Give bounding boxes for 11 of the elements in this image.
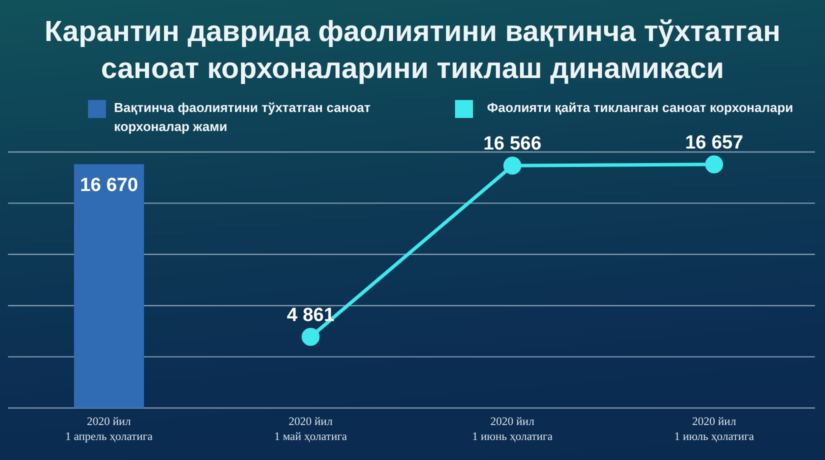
x-tick-label: 2020 йил 1 апрель ҳолатига: [65, 416, 153, 443]
chart-title: Карантин даврида фаолиятини вақтинча тўхтатган саноат корхоналарини тиклаш динамикаси: [43, 15, 782, 87]
legend-label: Фаолияти қайта тикланган саноат корхоналари: [487, 99, 794, 117]
data-label: 4 861: [286, 304, 335, 326]
legend-label: Вақтинча фаолиятини тўхтатган саноат корхоналар жами: [114, 99, 372, 136]
x-tick-label: 2020 йил 1 июнь ҳолатига: [472, 416, 553, 443]
x-tick-label: 2020 йил 1 июль ҳолатига: [674, 416, 754, 443]
data-label: 16 657: [685, 132, 744, 154]
x-tick-label: 2020 йил 1 май ҳолатига: [274, 416, 348, 443]
data-label: 16 566: [483, 134, 542, 155]
data-label: 16 670: [80, 175, 138, 196]
